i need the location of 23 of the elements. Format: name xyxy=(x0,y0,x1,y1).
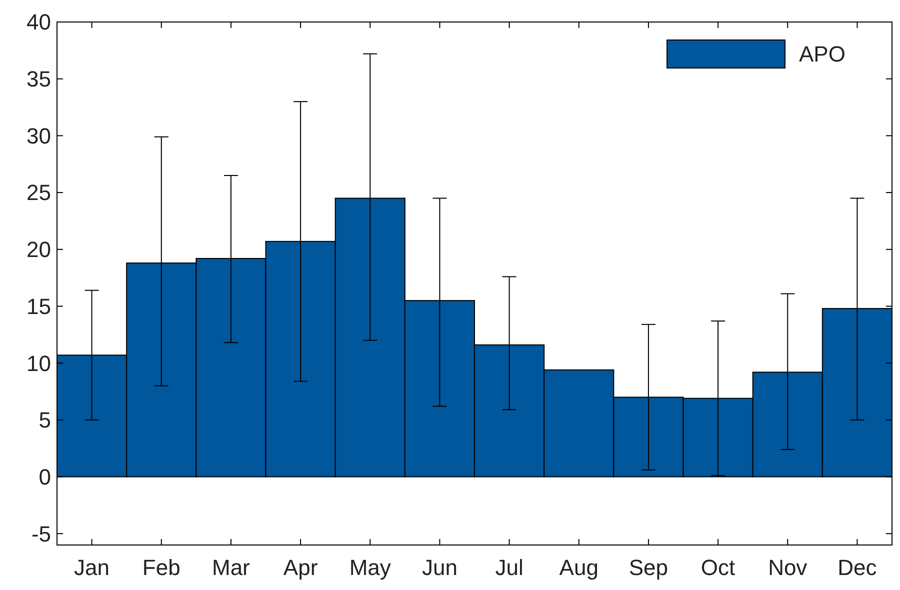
y-tick-label: 30 xyxy=(26,123,51,148)
x-tick-label: Sep xyxy=(628,555,668,580)
y-tick-label: 40 xyxy=(26,10,51,35)
x-tick-label: Apr xyxy=(283,555,318,580)
legend-label: APO xyxy=(799,42,846,67)
y-tick-label: -5 xyxy=(31,521,51,546)
x-tick-label: Mar xyxy=(212,555,250,580)
y-tick-label: 25 xyxy=(26,180,51,206)
x-tick-label: Jun xyxy=(422,555,458,580)
x-tick-label: Jan xyxy=(74,555,110,580)
x-tick-label: Aug xyxy=(559,555,598,580)
x-tick-label: Jul xyxy=(495,555,524,580)
y-tick-label: 20 xyxy=(26,237,51,262)
y-tick-label: 35 xyxy=(26,66,51,92)
x-tick-label: Dec xyxy=(838,555,877,580)
y-tick-label: 0 xyxy=(38,464,51,490)
y-tick-label: 15 xyxy=(26,294,51,319)
x-tick-label: Oct xyxy=(700,555,736,580)
x-tick-label: Nov xyxy=(768,555,808,580)
x-tick-label: Feb xyxy=(142,555,180,580)
x-tick-label: May xyxy=(349,555,391,580)
y-tick-label: 10 xyxy=(26,350,51,376)
y-tick-label: 5 xyxy=(38,408,51,433)
